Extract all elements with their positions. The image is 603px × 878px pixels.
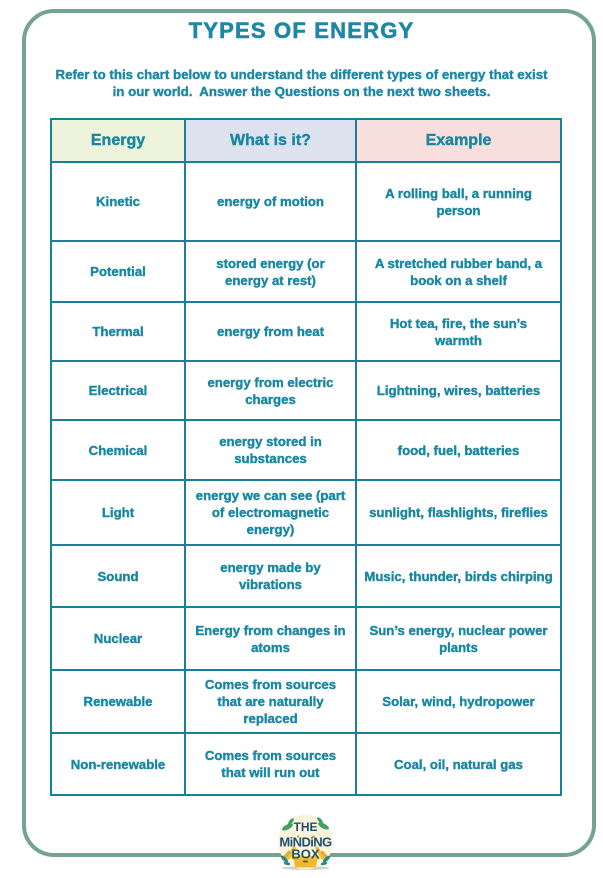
svg-text:THE: THE [294,820,318,834]
svg-text:MiNDiNG: MiNDiNG [279,835,332,850]
svg-text:BOX: BOX [291,847,320,862]
